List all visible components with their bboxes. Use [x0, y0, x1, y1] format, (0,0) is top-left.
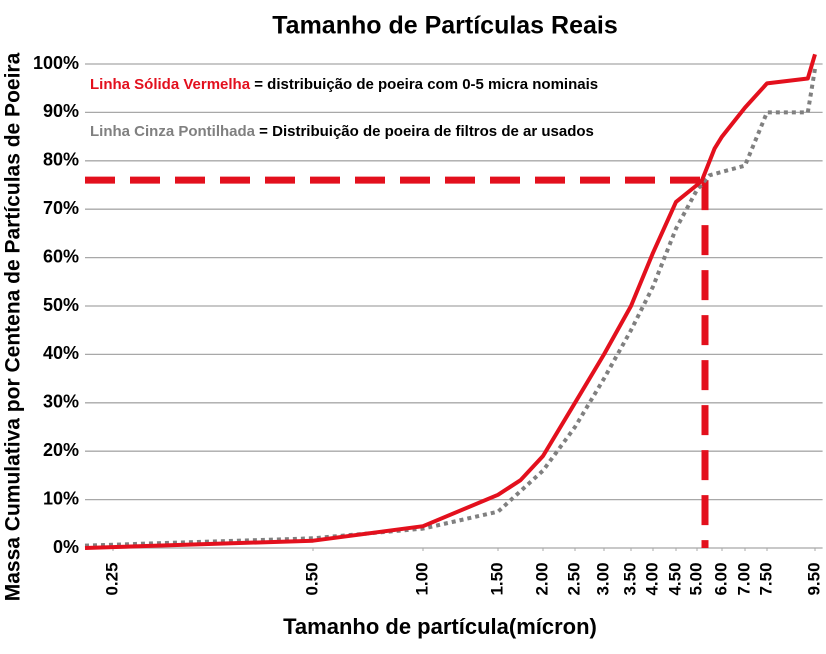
x-tick-label: 4.00	[642, 562, 661, 595]
y-tick-label: 90%	[43, 101, 79, 121]
y-axis-title: Massa Cumulativa por Centena de Partícul…	[2, 52, 25, 601]
x-tick-label: 7.50	[756, 562, 775, 595]
y-tick-label: 20%	[43, 440, 79, 460]
chart-title: Tamanho de Partículas Reais	[272, 12, 618, 40]
legend-description: = Distribuição de poeira de filtros de a…	[255, 123, 594, 140]
x-tick-label: 1.50	[487, 562, 506, 595]
legend-name: Linha Sólida Vermelha	[90, 76, 251, 93]
x-tick-label: 0.25	[102, 562, 121, 595]
y-tick-label: 70%	[43, 198, 79, 218]
y-tick-label: 60%	[43, 246, 79, 266]
x-tick-label: 2.50	[564, 562, 583, 595]
y-tick-label: 100%	[33, 53, 79, 73]
x-tick-label: 6.00	[711, 562, 730, 595]
y-tick-label: 80%	[43, 150, 79, 170]
y-tick-label: 0%	[53, 537, 79, 557]
x-tick-label: 3.00	[593, 562, 612, 595]
x-tick-label: 1.00	[412, 562, 431, 595]
x-tick-label: 0.50	[302, 562, 321, 595]
x-tick-label: 4.50	[665, 562, 684, 595]
legend-name: Linha Cinza Pontilhada	[90, 123, 256, 140]
legend-description: = distribuição de poeira com 0-5 micra n…	[250, 76, 598, 93]
x-tick-label: 5.00	[686, 562, 705, 595]
y-tick-label: 10%	[43, 488, 79, 508]
series-line	[84, 68, 817, 548]
x-tick-label: 3.50	[620, 562, 639, 595]
x-axis-title: Tamanho de partícula(mícron)	[283, 614, 597, 639]
series-line	[84, 53, 817, 550]
x-tick-label: 2.00	[532, 562, 551, 595]
x-tick-label: 9.50	[804, 562, 823, 595]
x-tick-label: 7.00	[734, 562, 753, 595]
legend-entry: Linha Cinza Pontilhada = Distribuição de…	[90, 123, 594, 140]
y-tick-label: 50%	[43, 295, 79, 315]
y-tick-label: 40%	[43, 343, 79, 363]
y-tick-label: 30%	[43, 392, 79, 412]
legend-entry: Linha Sólida Vermelha = distribuição de …	[90, 76, 598, 93]
